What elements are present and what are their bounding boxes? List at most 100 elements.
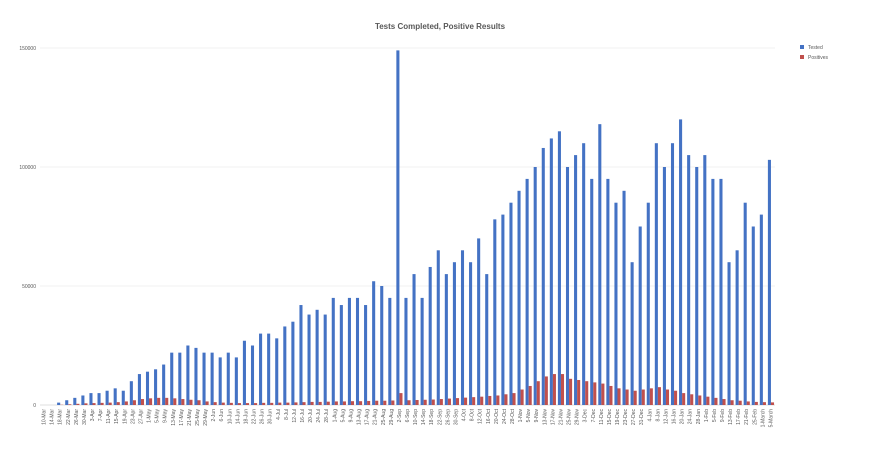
bar-tested (533, 167, 537, 405)
x-tick-label: 13-Nov (542, 409, 548, 426)
x-tick-label: 4-Jul (276, 409, 282, 420)
bar-positives (221, 402, 225, 405)
bar-tested (178, 352, 182, 405)
bar-positives (237, 403, 241, 405)
x-tick-label: 13-Feb (728, 409, 734, 425)
legend: Tested Positives (800, 45, 829, 61)
bar-tested (670, 143, 675, 405)
bar-tested (444, 274, 448, 405)
bar-positives (641, 389, 645, 405)
bar-positives (593, 382, 597, 405)
x-tick-label: 27-Dec (631, 409, 637, 426)
bar-positives (149, 398, 153, 405)
bar-positives (512, 393, 516, 405)
bar-positives (254, 403, 258, 405)
x-tick-label: 24-Jul (316, 409, 322, 423)
x-tick-label: 17-Nov (550, 409, 556, 426)
bar-tested (767, 159, 771, 405)
x-tick-label: 24-Oct (502, 408, 508, 424)
x-tick-label: 3-Apr (90, 409, 96, 422)
bar-tested (331, 297, 335, 405)
bar-positives (197, 400, 201, 405)
bar-tested (234, 357, 238, 405)
x-tick-label: 2-Jun (211, 409, 217, 422)
bar-positives (262, 402, 266, 405)
bar-tested (412, 274, 416, 405)
bar-positives (690, 394, 694, 405)
bar-positives (116, 402, 120, 405)
x-tick-label: 5-May (155, 409, 161, 423)
x-tick-label: 21-Aug (373, 409, 379, 425)
legend-swatch-positives (800, 55, 804, 59)
x-tick-label: 5-Nov (526, 409, 532, 423)
x-tick-label: 22-Jun (252, 409, 258, 425)
bar-tested (137, 374, 141, 405)
bar-positives (318, 401, 322, 405)
bar-positives (560, 374, 565, 405)
y-tick-label: 100000 (19, 165, 36, 171)
bar-tested (339, 305, 343, 405)
bar-tested (210, 352, 214, 405)
x-tick-label: 9-Aug (348, 409, 354, 423)
bar-positives (205, 401, 209, 405)
bar-tested (711, 178, 715, 405)
legend-label-positives: Positives (808, 55, 829, 61)
x-tick-label: 13-Aug (357, 409, 363, 425)
bar-tested (509, 202, 513, 405)
x-tick-label: 24-Jan (688, 409, 694, 425)
bar-positives (157, 397, 161, 405)
bar-tested (372, 281, 376, 405)
bar-positives (76, 403, 80, 405)
bar-tested (267, 333, 271, 405)
x-tick-label: 25-Aug (381, 409, 387, 425)
bar-positives (472, 397, 476, 405)
x-tick-label: 12-Oct (478, 408, 484, 424)
bar-tested (65, 400, 69, 405)
bar-positives (528, 385, 532, 405)
x-tick-label: 21-Feb (744, 409, 750, 425)
x-tick-label: 8-Jul (284, 409, 290, 420)
x-tick-label: 12-Jul (292, 409, 298, 423)
bar-positives (334, 401, 338, 405)
bar-tested (428, 266, 432, 405)
bar-positives (770, 402, 775, 405)
bar-tested (323, 314, 327, 405)
bar-positives (124, 401, 128, 405)
bar-positives (754, 401, 758, 405)
bar-positives (698, 395, 702, 405)
bar-positives (649, 388, 653, 405)
bar-positives (714, 397, 718, 405)
x-tick-label: 10-Sep (413, 409, 419, 425)
bar-positives (367, 400, 371, 405)
bar-tested (250, 345, 255, 405)
x-tick-label: 2-Sep (397, 409, 403, 423)
bar-positives (682, 393, 686, 405)
bar-positives (92, 403, 96, 405)
x-tick-label: 30-Sep (453, 409, 459, 425)
bar-positives (68, 404, 72, 405)
bar-positives (407, 400, 411, 405)
x-tick-label: 19-Dec (615, 409, 621, 426)
legend-label-tested: Tested (808, 45, 823, 51)
x-tick-label: 9-Nov (534, 409, 540, 423)
bar-tested (557, 131, 561, 406)
bar-tested (275, 338, 279, 405)
bar-tested (679, 119, 683, 406)
bar-positives (84, 403, 88, 405)
bar-tested (315, 309, 319, 405)
y-tick-label: 150000 (19, 46, 36, 52)
x-tick-label: 20-Jan (680, 409, 686, 425)
bar-tested (582, 143, 586, 405)
x-tick-label: 29-Aug (389, 409, 395, 425)
x-tick-label: 6-Jun (219, 409, 225, 422)
bar-positives (173, 398, 177, 405)
bar-tested (751, 226, 755, 405)
bar-positives (375, 400, 379, 405)
bar-positives (439, 399, 443, 405)
bar-tested (719, 178, 723, 405)
bar-positives (674, 390, 678, 405)
x-tick-label: 31-Dec (639, 409, 645, 426)
bar-positives (399, 393, 403, 405)
x-tick-label: 5-Feb (712, 409, 718, 422)
